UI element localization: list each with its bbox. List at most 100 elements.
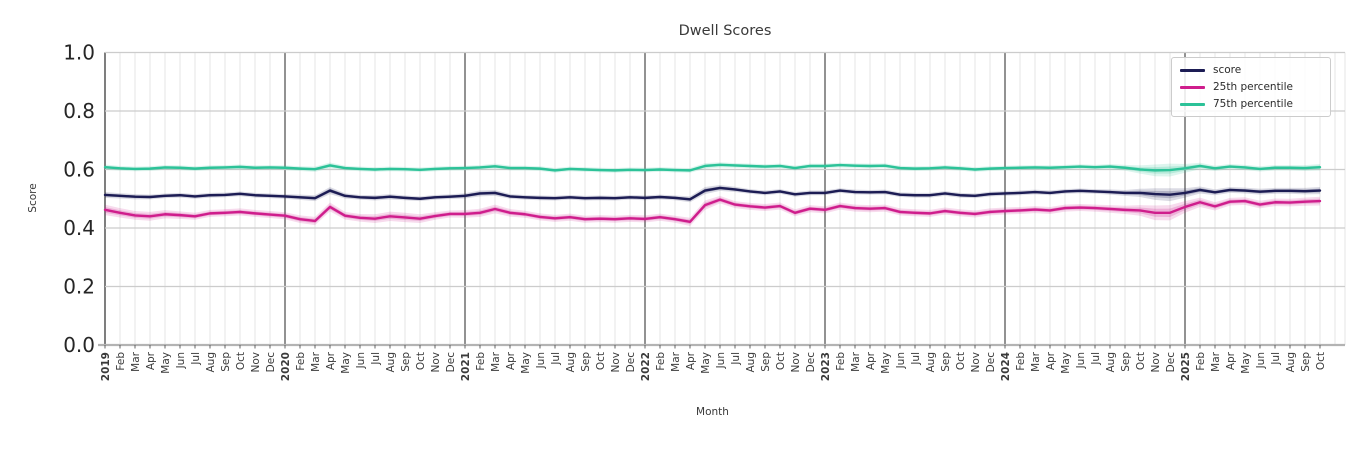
legend-label: 75th percentile xyxy=(1213,97,1293,110)
x-tick-label: Apr xyxy=(325,351,337,370)
x-tick-label: 2024 xyxy=(1000,352,1012,381)
x-tick-label: Feb xyxy=(115,352,127,371)
x-tick-label: Jul xyxy=(910,352,922,366)
x-tick-label: Nov xyxy=(1150,352,1162,373)
x-tick-label: Sep xyxy=(1120,352,1132,372)
legend-label: 25th percentile xyxy=(1213,80,1293,93)
y-tick-label: 1.0 xyxy=(63,41,95,65)
x-tick-label: Oct xyxy=(235,352,247,370)
x-tick-label: Mar xyxy=(1030,351,1042,371)
x-tick-label: Jun xyxy=(1255,352,1267,369)
x-tick-label: Nov xyxy=(610,352,622,373)
x-tick-label: Jul xyxy=(550,352,562,366)
x-tick-label: Jun xyxy=(355,352,367,369)
x-tick-label: Jul xyxy=(370,352,382,366)
y-tick-label: 0.6 xyxy=(63,158,95,182)
x-tick-label: Aug xyxy=(925,352,937,373)
x-tick-label: Sep xyxy=(940,352,952,372)
legend-item-25th-percentile: 25th percentile xyxy=(1180,80,1322,94)
x-tick-label: 2023 xyxy=(820,352,832,381)
x-tick-label: Aug xyxy=(385,352,397,373)
percentile75-line-swatch-icon xyxy=(1180,102,1205,106)
x-tick-label: Mar xyxy=(670,351,682,371)
x-axis-label: Month xyxy=(696,406,729,418)
x-tick-label: May xyxy=(160,352,172,374)
x-tick-label: Sep xyxy=(760,352,772,372)
x-tick-label: Feb xyxy=(835,352,847,371)
x-tick-label: May xyxy=(880,352,892,374)
x-tick-label: May xyxy=(340,352,352,374)
score-line-swatch-icon xyxy=(1180,68,1205,72)
25th-percentile-line xyxy=(103,198,1322,224)
x-tick-label: Aug xyxy=(565,352,577,373)
x-tick-label: Oct xyxy=(775,352,787,370)
x-tick-label: Jun xyxy=(175,352,187,369)
x-tick-label: Dec xyxy=(985,352,997,373)
score-line xyxy=(103,186,1322,201)
x-tick-label: Jul xyxy=(1270,352,1282,366)
x-tick-label: Oct xyxy=(1315,352,1327,370)
y-tick-label: 0.2 xyxy=(63,275,95,299)
x-tick-label: 2020 xyxy=(280,352,292,381)
legend-label: score xyxy=(1213,63,1242,76)
x-tick-label: Oct xyxy=(415,352,427,370)
x-tick-label: 2025 xyxy=(1180,352,1192,381)
x-tick-label: Apr xyxy=(1225,351,1237,370)
x-tick-label: 2022 xyxy=(640,352,652,381)
x-tick-label: Mar xyxy=(310,351,322,371)
x-tick-label: Sep xyxy=(580,352,592,372)
legend-item-75th-percentile: 75th percentile xyxy=(1180,97,1322,111)
x-tick-label: Oct xyxy=(595,352,607,370)
x-tick-label: Oct xyxy=(955,352,967,370)
x-tick-label: Jun xyxy=(895,352,907,369)
x-tick-label: Dec xyxy=(445,352,457,373)
x-tick-label: Apr xyxy=(145,351,157,370)
x-tick-label: Nov xyxy=(250,352,262,373)
y-tick-label: 0.4 xyxy=(63,216,95,240)
x-tick-label: Feb xyxy=(1195,352,1207,371)
x-tick-label: May xyxy=(520,352,532,374)
x-tick-label: Dec xyxy=(805,352,817,373)
x-tick-label: Jul xyxy=(1090,352,1102,366)
x-tick-label: Apr xyxy=(865,351,877,370)
x-tick-label: Jul xyxy=(190,352,202,366)
x-tick-label: Feb xyxy=(475,352,487,371)
x-tick-label: Aug xyxy=(745,352,757,373)
x-tick-label: Feb xyxy=(1015,352,1027,371)
x-tick-label: Aug xyxy=(1105,352,1117,373)
x-tick-label: 2019 xyxy=(100,352,112,381)
x-tick-label: May xyxy=(700,352,712,374)
x-tick-label: Aug xyxy=(1285,352,1297,373)
75th-percentile-line xyxy=(103,163,1322,172)
x-tick-label: Nov xyxy=(790,352,802,373)
x-tick-label: Sep xyxy=(1300,352,1312,372)
x-tick-label: Nov xyxy=(970,352,982,373)
x-tick-label: Jun xyxy=(715,352,727,369)
x-tick-label: Apr xyxy=(1045,351,1057,370)
x-tick-label: Dec xyxy=(265,352,277,373)
y-tick-label: 0.8 xyxy=(63,99,95,123)
x-tick-label: Apr xyxy=(685,351,697,370)
x-tick-label: Mar xyxy=(850,351,862,371)
x-tick-label: Jun xyxy=(535,352,547,369)
x-tick-label: Oct xyxy=(1135,352,1147,370)
axis-ticks-and-labels: 2019 Feb Mar Apr May Jun Jul Aug Sep Oct Nov Dec 202… xyxy=(63,41,1327,382)
gridlines xyxy=(98,51,1346,347)
percentile25-line-swatch-icon xyxy=(1180,85,1205,89)
chart-legend: score 25th percentile 75th percentile xyxy=(1171,57,1331,117)
x-tick-label: Feb xyxy=(655,352,667,371)
x-tick-label: May xyxy=(1060,352,1072,374)
series-lines xyxy=(103,163,1322,224)
legend-item-score: score xyxy=(1180,63,1322,77)
y-axis-label: Score xyxy=(27,183,39,213)
x-tick-label: Dec xyxy=(1165,352,1177,373)
75th-percentile-band xyxy=(105,162,1320,177)
x-tick-label: Aug xyxy=(205,352,217,373)
x-tick-label: May xyxy=(1240,352,1252,374)
x-tick-label: Feb xyxy=(295,352,307,371)
x-tick-label: Mar xyxy=(1210,351,1222,371)
x-tick-label: Apr xyxy=(505,351,517,370)
x-tick-label: Mar xyxy=(490,351,502,371)
